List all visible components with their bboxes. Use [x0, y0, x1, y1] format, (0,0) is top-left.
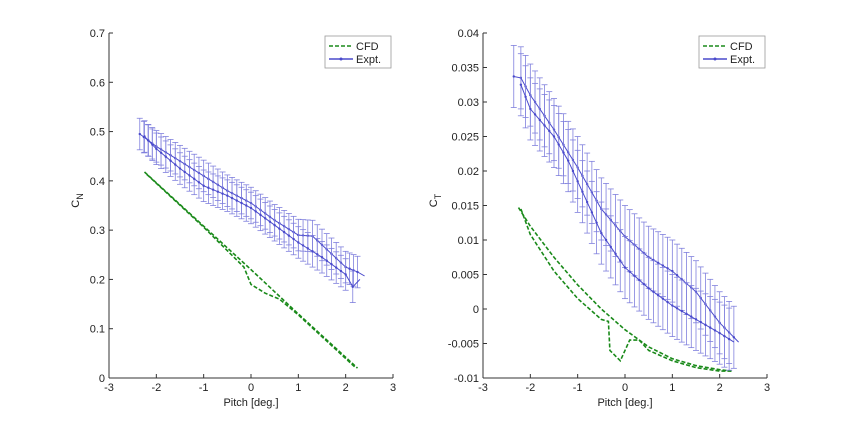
- x-axis-label: Pitch [deg.]: [223, 397, 278, 409]
- series-expt: [510, 45, 739, 371]
- x-tick-label: -2: [151, 382, 161, 394]
- x-tick-label: 0: [248, 382, 254, 394]
- series-line: [143, 171, 359, 369]
- y-tick-label: 0.04: [458, 28, 479, 40]
- series-line: [517, 207, 732, 372]
- x-tick-label: 3: [764, 382, 770, 394]
- legend-box: [698, 35, 766, 69]
- series-line: [520, 84, 735, 343]
- y-axis-label: CT: [428, 193, 443, 207]
- legend-label: Expt.: [356, 54, 381, 66]
- series-cfd: [143, 171, 359, 369]
- y-axis-label: CN: [70, 193, 85, 207]
- series-expt: [136, 117, 365, 303]
- y-tick-label: 0.02: [458, 166, 479, 178]
- x-tick-label: 1: [295, 382, 301, 394]
- x-tick-label: 2: [717, 382, 723, 394]
- series-line: [513, 76, 739, 343]
- x-tick-label: -3: [104, 382, 114, 394]
- series-line: [520, 208, 732, 372]
- y-tick-label: 0.7: [90, 28, 105, 40]
- y-tick-label: 0.005: [451, 270, 479, 282]
- legend-label: CFD: [356, 41, 379, 53]
- y-tick-label: 0.6: [90, 77, 105, 89]
- y-tick-label: 0.01: [458, 235, 479, 247]
- x-tick-label: 1: [669, 382, 675, 394]
- plot-1: -3 -2 -1 0 1 2 3 0 0.1 0.2 0.3 0.4 0.5 0.6 0.7 Pitch [d…: [70, 28, 396, 409]
- x-axis-label: Pitch [deg.]: [597, 397, 652, 409]
- y-tick-label: 0.035: [451, 63, 479, 75]
- x-tick-label: -1: [199, 382, 209, 394]
- x-tick-label: -2: [525, 382, 535, 394]
- x-tick-label: -3: [478, 382, 488, 394]
- y-tick-label: 0.015: [451, 201, 479, 213]
- x-tick-label: 3: [390, 382, 396, 394]
- y-tick-label: 0.3: [90, 225, 105, 237]
- y-tick-label: 0.5: [90, 127, 105, 139]
- series-line: [146, 173, 356, 368]
- plot-2: -3 -2 -1 0 1 2 3 -0.01 -0.005 0 0.005 0.01 0.015 0.02…: [428, 28, 770, 409]
- x-tick-label: -1: [573, 382, 583, 394]
- y-tick-label: 0.03: [458, 97, 479, 109]
- x-tick-label: 2: [343, 382, 349, 394]
- x-tick-label: 0: [622, 382, 628, 394]
- legend-label: Expt.: [730, 54, 755, 66]
- y-tick-label: 0: [473, 304, 479, 316]
- legend-label: CFD: [730, 41, 753, 53]
- y-tick-label: -0.01: [454, 373, 479, 385]
- y-tick-label: 0.1: [90, 324, 105, 336]
- y-tick-label: 0.025: [451, 132, 479, 144]
- y-tick-label: 0.4: [90, 176, 105, 188]
- legend-marker: [339, 57, 343, 61]
- y-tick-label: 0: [99, 373, 105, 385]
- series-line: [144, 136, 361, 288]
- y-tick-label: 0.2: [90, 274, 105, 286]
- y-tick-label: -0.005: [448, 339, 479, 351]
- legend-marker: [713, 57, 717, 61]
- legend-box: [324, 35, 392, 69]
- series-cfd: [517, 207, 732, 372]
